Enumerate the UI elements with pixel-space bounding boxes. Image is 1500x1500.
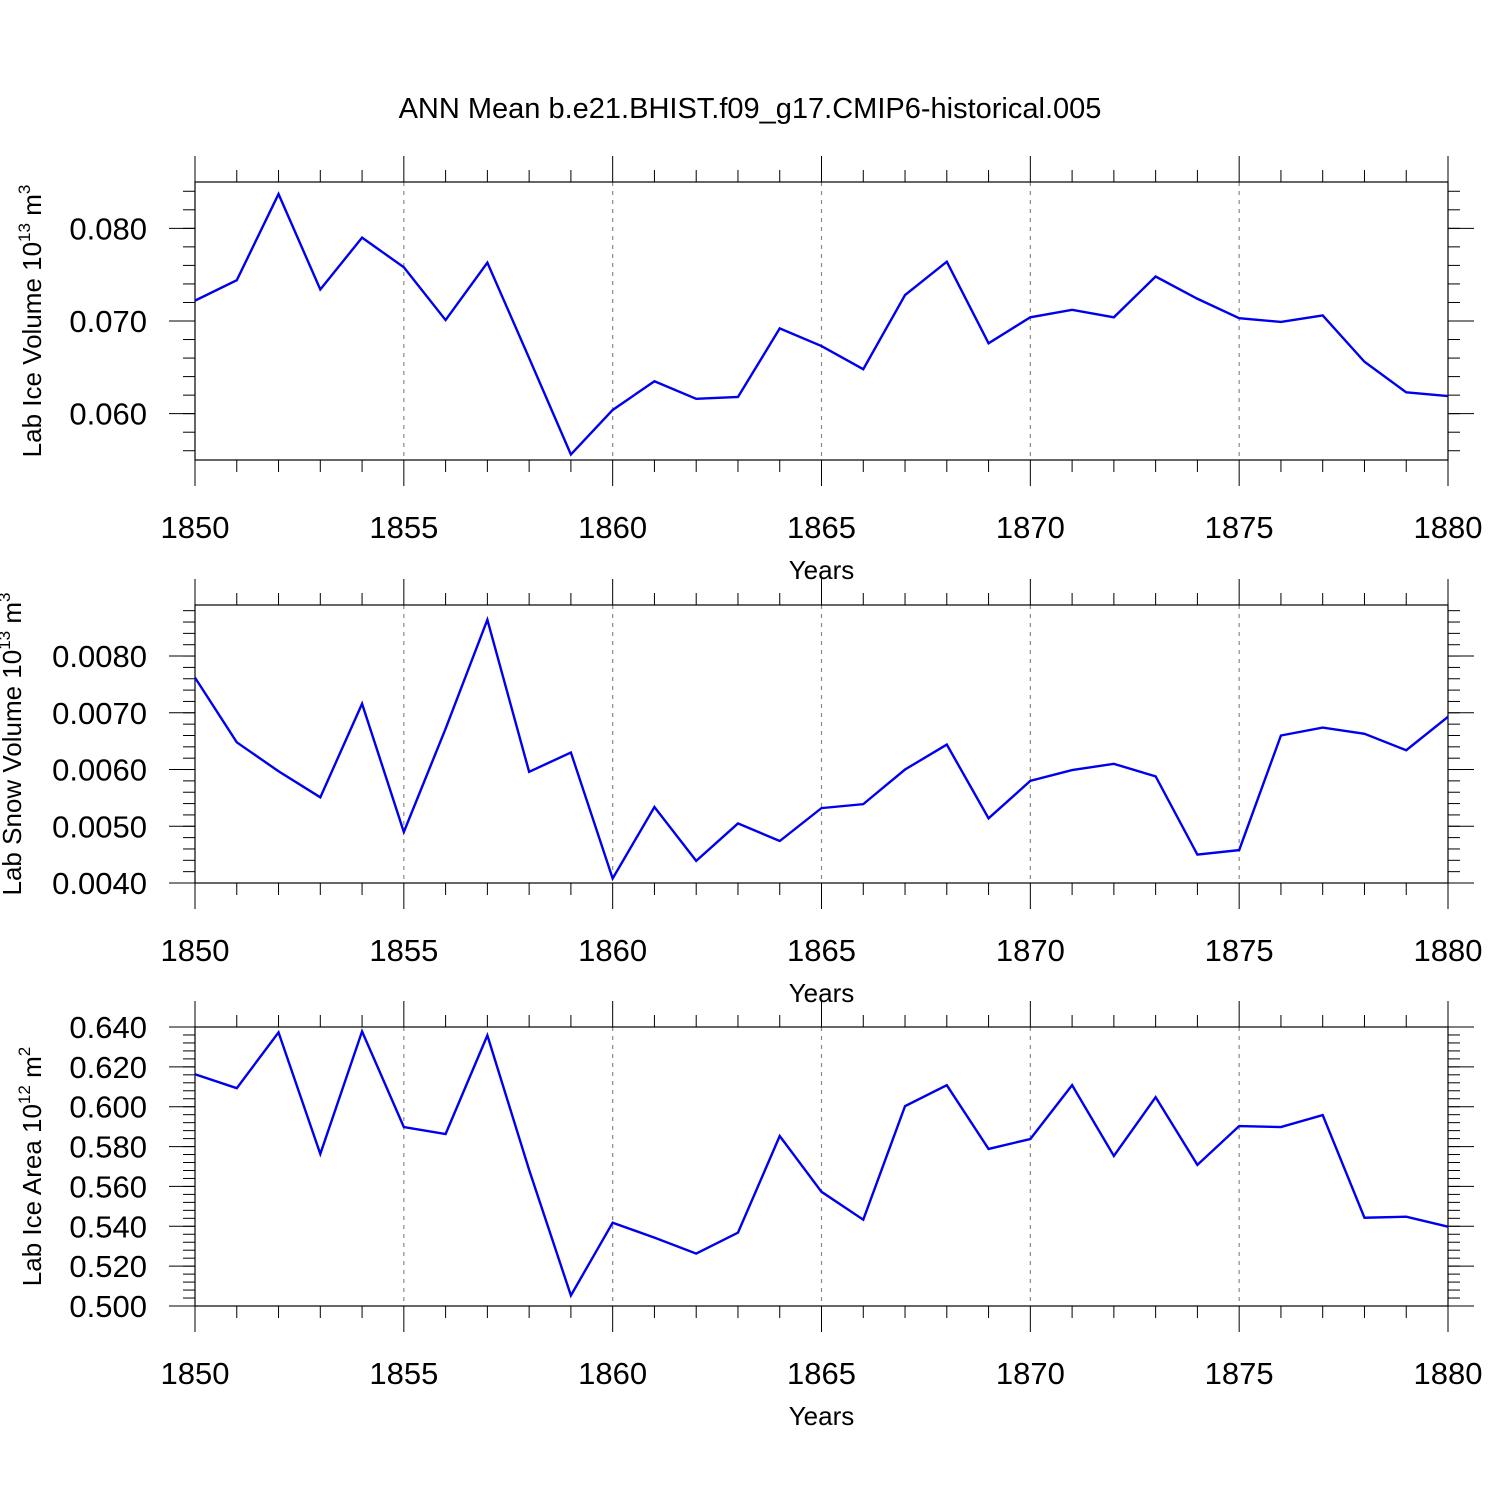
- plot-frame: [194, 181, 1449, 461]
- y-axis-label-unit-exponent: 2: [15, 1047, 34, 1056]
- y-tick-label: 0.600: [69, 1090, 147, 1125]
- x-tick-label: 1850: [161, 1356, 230, 1391]
- x-tick-label: 1865: [787, 510, 856, 545]
- plot-frame: [194, 604, 1449, 884]
- x-tick-label: 1860: [578, 933, 647, 968]
- y-tick-label: 0.580: [69, 1130, 147, 1165]
- y-axis-label-exponent: 12: [15, 1085, 34, 1104]
- y-tick-label: 0.640: [69, 1010, 147, 1045]
- y-tick-label: 0.500: [69, 1289, 147, 1324]
- y-axis-label-exponent: 13: [15, 223, 34, 242]
- panels: 0.060 0.070 0.080 1850 1855 1860 1865 1870 1875 1…: [0, 156, 1482, 1431]
- y-axis-label-text: Lab Ice Area 10: [17, 1104, 47, 1286]
- series-line: [193, 615, 1449, 882]
- y-axis-label-unit: m: [17, 1056, 47, 1085]
- x-tick-label: 1855: [369, 933, 438, 968]
- plot-frame: [194, 1026, 1449, 1307]
- y-tick-label: 0.620: [69, 1050, 147, 1085]
- y-tick-label: 0.0080: [52, 639, 147, 674]
- y-tick-label: 0.0040: [52, 866, 147, 901]
- x-tick-label: 1865: [787, 1356, 856, 1391]
- series-line: [194, 1028, 1449, 1299]
- y-tick-label: 0.080: [69, 211, 147, 246]
- y-axis-label-unit: m: [17, 194, 47, 223]
- y-axis-label: Lab Snow Volume 1013 m3: [0, 592, 27, 895]
- panel-3: 0.500 0.520 0.540 0.560 0.580 0.600 0.620 0.640…: [15, 1001, 1482, 1431]
- x-tick-label: 1855: [369, 1356, 438, 1391]
- x-tick-label: 1860: [578, 510, 647, 545]
- y-tick-label: 0.0060: [52, 753, 147, 788]
- panel-2: 0.0040 0.0050 0.0060 0.0070 0.0080 1850 1855 18…: [0, 579, 1482, 1008]
- y-tick-label: 0.060: [69, 397, 147, 432]
- x-tick-label: 1875: [1205, 1356, 1274, 1391]
- x-tick-label: 1875: [1205, 933, 1274, 968]
- y-tick-label: 0.0070: [52, 696, 147, 731]
- x-tick-label: 1855: [369, 510, 438, 545]
- x-tick-label: 1870: [996, 933, 1065, 968]
- x-tick-label: 1860: [578, 1356, 647, 1391]
- y-axis-label: Lab Ice Volume 1013 m3: [15, 185, 47, 458]
- x-tick-label: 1880: [1414, 1356, 1483, 1391]
- y-tick-label: 0.540: [69, 1209, 147, 1244]
- x-tick-label: 1875: [1205, 510, 1274, 545]
- y-axis-label-unit: m: [0, 602, 27, 631]
- y-axis-label-exponent: 13: [0, 631, 14, 650]
- x-tick-label: 1880: [1414, 510, 1483, 545]
- y-axis-label-unit-exponent: 3: [15, 185, 34, 194]
- y-tick-label: 0.0050: [52, 809, 147, 844]
- panel-1: 0.060 0.070 0.080 1850 1855 1860 1865 1870 1875 1…: [15, 156, 1482, 585]
- chart-title: ANN Mean b.e21.BHIST.f09_g17.CMIP6-histo…: [399, 93, 1102, 125]
- y-axis-label-text: Lab Ice Volume 10: [17, 242, 47, 457]
- x-tick-label: 1870: [996, 510, 1065, 545]
- y-axis-label-unit-exponent: 3: [0, 592, 14, 601]
- x-tick-label: 1865: [787, 933, 856, 968]
- x-tick-label: 1870: [996, 1356, 1065, 1391]
- y-axis-label: Lab Ice Area 1012 m2: [15, 1047, 47, 1286]
- x-axis-label: Years: [789, 1401, 855, 1431]
- y-tick-label: 0.520: [69, 1249, 147, 1284]
- series-line: [194, 191, 1449, 457]
- y-tick-label: 0.070: [69, 304, 147, 339]
- y-tick-label: 0.560: [69, 1169, 147, 1204]
- x-tick-label: 1880: [1414, 933, 1483, 968]
- x-tick-label: 1850: [161, 933, 230, 968]
- y-axis-label-text: Lab Snow Volume 10: [0, 650, 27, 896]
- x-tick-label: 1850: [161, 510, 230, 545]
